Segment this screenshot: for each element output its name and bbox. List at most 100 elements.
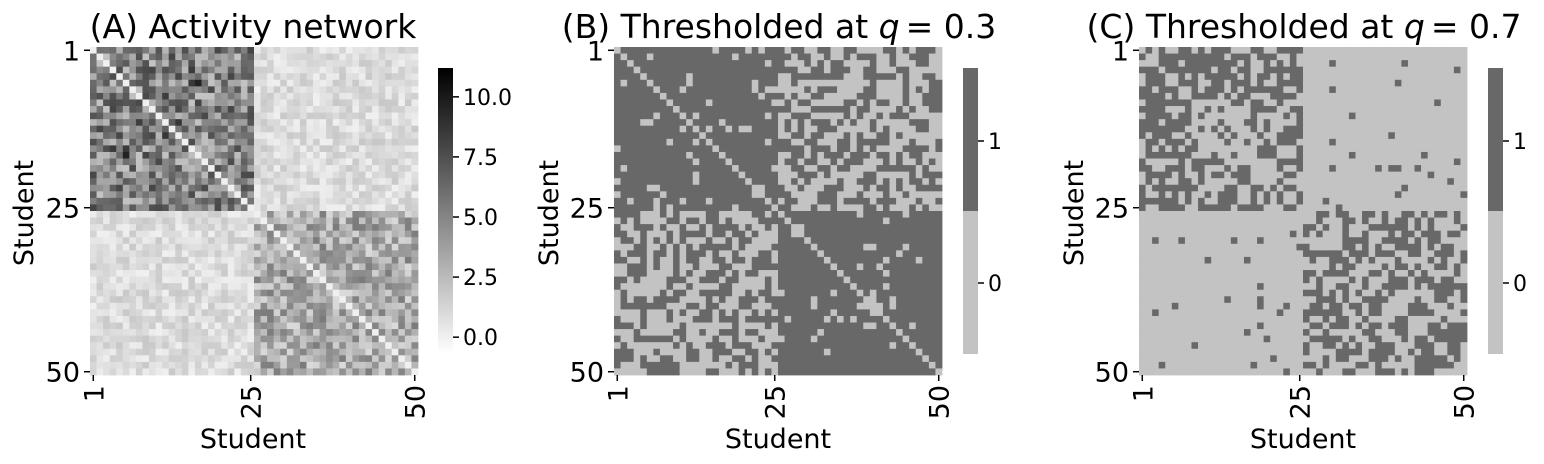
heatmap-cell <box>391 283 399 291</box>
heatmap-cell <box>273 197 281 205</box>
heatmap-cell <box>247 73 255 81</box>
heatmap-cell <box>194 99 202 107</box>
heatmap-cell <box>830 145 838 153</box>
heatmap-cell <box>96 361 104 369</box>
heatmap-cell <box>109 119 117 127</box>
heatmap-cell <box>909 256 917 264</box>
heatmap-cell <box>142 47 150 54</box>
heatmap-cell <box>90 217 97 225</box>
heatmap-cell <box>843 145 851 153</box>
heatmap-cell <box>162 211 170 218</box>
heatmap-cell <box>614 368 621 376</box>
heatmap-cell <box>313 184 320 192</box>
heatmap-cell <box>843 112 851 120</box>
heatmap-cell <box>175 224 183 232</box>
heatmap-cell <box>666 211 674 218</box>
heatmap-cell <box>915 92 923 100</box>
heatmap-cell <box>902 348 910 356</box>
heatmap-cell <box>718 361 726 369</box>
heatmap-cell <box>385 165 393 173</box>
heatmap-cell <box>725 171 733 179</box>
heatmap-cell <box>365 289 373 297</box>
heatmap-cell <box>385 211 393 218</box>
heatmap-cell <box>633 197 641 205</box>
heatmap-cell <box>155 361 163 369</box>
heatmap-cell <box>365 256 373 264</box>
heatmap-cell <box>659 361 667 369</box>
heatmap-cell <box>686 66 694 74</box>
heatmap-cell <box>823 302 831 310</box>
heatmap-cell <box>214 79 222 87</box>
heatmap-cell <box>319 99 327 107</box>
heatmap-cell <box>686 296 694 304</box>
heatmap-cell <box>313 256 320 264</box>
heatmap-cell <box>837 217 844 225</box>
heatmap-cell <box>319 342 327 350</box>
heatmap-cell <box>889 315 897 323</box>
heatmap-cell <box>96 348 104 356</box>
heatmap-cell <box>116 276 124 284</box>
heatmap-cell <box>103 270 111 277</box>
heatmap-cell <box>280 355 288 363</box>
heatmap-cell <box>129 165 137 173</box>
panel-a-colorbar-ticks: 0.02.55.07.510.0 <box>453 86 512 351</box>
heatmap-cell <box>240 322 248 330</box>
heatmap-cell <box>817 250 825 258</box>
heatmap-cell <box>240 158 248 166</box>
heatmap-cell <box>90 329 97 337</box>
heatmap-cell <box>896 92 904 100</box>
heatmap-cell <box>345 99 353 107</box>
heatmap-cell <box>856 309 864 317</box>
heatmap-cell <box>882 47 890 54</box>
heatmap-cell <box>122 315 130 323</box>
heatmap-cell <box>306 250 314 258</box>
heatmap-cell <box>214 270 222 277</box>
heatmap-cell <box>391 211 399 218</box>
x-tick-label: 25 <box>237 385 268 419</box>
heatmap-cell <box>194 322 202 330</box>
heatmap-cell <box>751 243 759 251</box>
heatmap-cell <box>699 204 707 212</box>
heatmap-cell <box>869 178 877 186</box>
heatmap-cell <box>830 66 838 74</box>
heatmap-cell <box>627 197 635 205</box>
heatmap-cell <box>732 99 740 107</box>
heatmap-cell <box>313 106 320 113</box>
heatmap-cell <box>837 197 844 205</box>
heatmap-cell <box>326 302 334 310</box>
heatmap-cell <box>293 322 301 330</box>
heatmap-cell <box>378 119 386 127</box>
heatmap-cell <box>751 165 759 173</box>
heatmap-cell <box>732 171 740 179</box>
heatmap-cell <box>673 138 680 146</box>
heatmap-cell <box>928 348 936 356</box>
heatmap-cell <box>188 158 196 166</box>
heatmap-cell <box>372 263 380 271</box>
heatmap-cell <box>843 178 851 186</box>
heatmap-cell <box>398 283 406 291</box>
heatmap-cell <box>640 217 648 225</box>
heatmap-cell <box>168 191 176 199</box>
heatmap-cell <box>633 243 641 251</box>
heatmap-cell <box>850 309 858 317</box>
heatmap-cell <box>915 256 923 264</box>
heatmap-cell <box>116 171 124 179</box>
heatmap-cell <box>273 191 281 199</box>
heatmap-cell <box>240 217 248 225</box>
heatmap-cell <box>411 119 419 127</box>
heatmap-cell <box>149 53 156 61</box>
heatmap-cell <box>928 178 936 186</box>
heatmap-cell <box>155 322 163 330</box>
heatmap-cell <box>227 47 235 54</box>
heatmap-cell <box>817 204 825 212</box>
heatmap-cell <box>869 270 877 277</box>
heatmap-cell <box>810 165 818 173</box>
heatmap-cell <box>358 66 366 74</box>
heatmap-cell <box>738 342 746 350</box>
heatmap-cell <box>732 145 740 153</box>
heatmap-cell <box>876 158 884 166</box>
heatmap-cell <box>764 283 772 291</box>
heatmap-cell <box>646 92 654 100</box>
heatmap-cell <box>155 263 163 271</box>
